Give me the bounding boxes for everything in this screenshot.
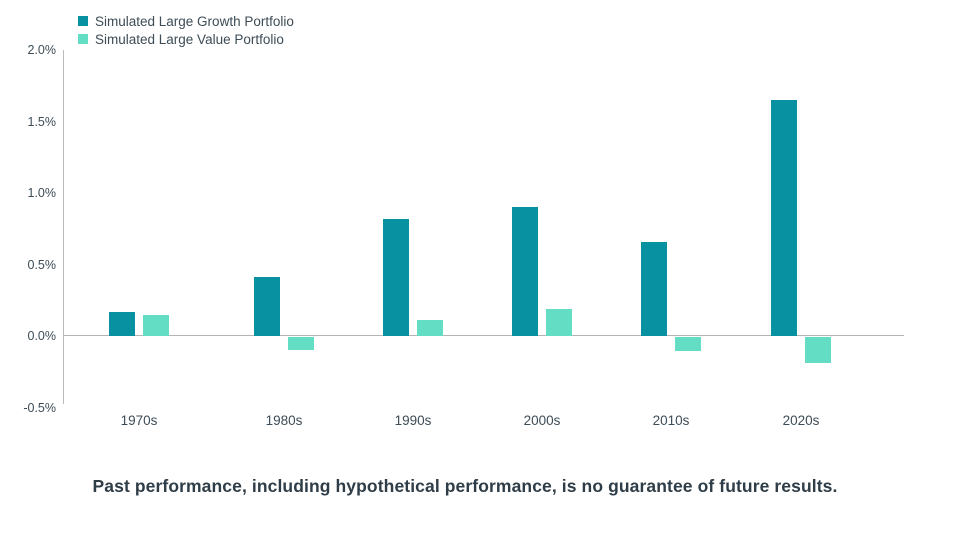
y-tick-label: 1.5% <box>27 115 57 129</box>
bar-value-2020s <box>805 337 831 363</box>
bar-growth-1990s <box>383 219 409 336</box>
y-axis-line <box>63 50 64 404</box>
x-axis-label-2020s: 2020s <box>782 413 820 428</box>
bar-growth-1970s <box>109 312 135 336</box>
bar-growth-1980s <box>254 277 280 336</box>
legend-item-value: Simulated Large Value Portfolio <box>78 30 294 48</box>
x-axis-label-1970s: 1970s <box>120 413 158 428</box>
y-tick-label: 1.0% <box>27 186 57 200</box>
x-axis-label-1990s: 1990s <box>394 413 432 428</box>
bar-value-2000s <box>546 309 572 336</box>
bar-growth-2000s <box>512 207 538 336</box>
bar-value-1980s <box>288 337 314 350</box>
chart-legend: Simulated Large Growth Portfolio Simulat… <box>78 12 294 48</box>
bar-growth-2020s <box>771 100 797 336</box>
bar-value-1990s <box>417 320 443 336</box>
y-tick-label: 0.5% <box>27 258 57 272</box>
y-tick-label: -0.5% <box>23 401 56 415</box>
legend-swatch-growth-icon <box>78 16 88 26</box>
legend-label-growth: Simulated Large Growth Portfolio <box>95 13 294 29</box>
bar-chart-plot: 2.0% 1.5% 1.0% 0.5% 0.0% -0.5% 1970s 1980s 1990… <box>23 43 904 428</box>
legend-item-growth: Simulated Large Growth Portfolio <box>78 12 294 30</box>
y-tick-label: 0.0% <box>27 329 57 343</box>
legend-label-value: Simulated Large Value Portfolio <box>95 31 284 47</box>
x-axis-label-2000s: 2000s <box>523 413 561 428</box>
zero-baseline <box>63 335 904 336</box>
disclaimer-text: Past performance, including hypothetical… <box>92 476 838 496</box>
bar-growth-2010s <box>641 242 667 336</box>
bar-value-2010s <box>675 337 701 351</box>
x-axis-label-1980s: 1980s <box>265 413 303 428</box>
bar-value-1970s <box>143 315 169 336</box>
x-axis-label-2010s: 2010s <box>652 413 690 428</box>
y-tick-label: 2.0% <box>27 43 57 57</box>
legend-swatch-value-icon <box>78 34 88 44</box>
